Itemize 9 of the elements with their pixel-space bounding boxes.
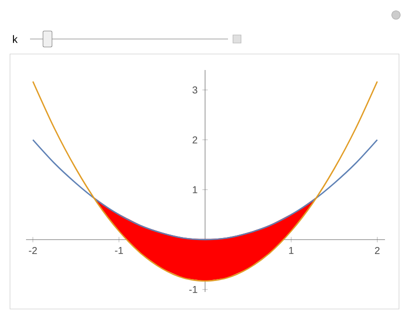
y-tick-label: 3 bbox=[192, 86, 198, 94]
x-tick-label: -2 bbox=[28, 246, 37, 254]
x-tick-label: 2 bbox=[374, 246, 380, 254]
x-tick-label: 1 bbox=[289, 246, 294, 254]
y-tick-label: -1 bbox=[189, 286, 198, 293]
x-tick-label: -1 bbox=[114, 246, 123, 254]
text: k bbox=[12, 35, 18, 43]
y-tick-label: 1 bbox=[192, 186, 198, 194]
y-tick-label: 2 bbox=[192, 136, 198, 144]
